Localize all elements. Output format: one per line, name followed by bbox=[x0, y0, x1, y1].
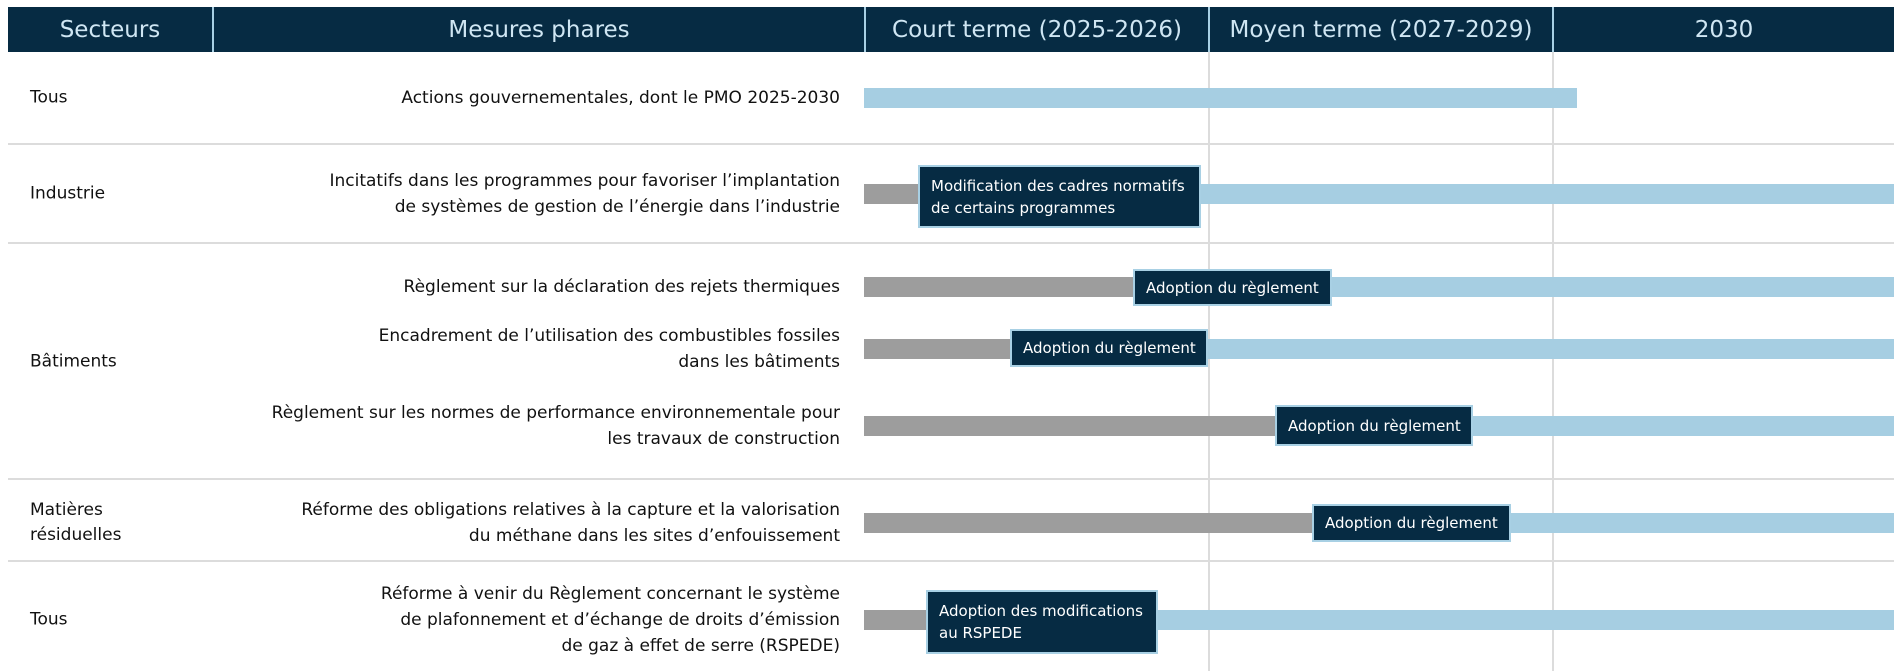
milestone-line: Adoption du règlement bbox=[1146, 278, 1319, 297]
header-cell: Court terme (2025-2026) bbox=[864, 7, 1208, 52]
measure-line: Règlement sur la déclaration des rejets … bbox=[403, 277, 840, 297]
measure-line: Actions gouvernementales, dont le PMO 20… bbox=[401, 88, 840, 108]
sector-label: Bâtiments bbox=[30, 350, 117, 375]
header-cell: Mesures phares bbox=[212, 7, 864, 52]
sector-line: Industrie bbox=[30, 183, 106, 204]
milestone-line: Adoption du règlement bbox=[1288, 416, 1461, 435]
milestone-box: Adoption du règlement bbox=[1010, 329, 1208, 367]
measure-line: Règlement sur les normes de performance … bbox=[271, 403, 840, 423]
sector-line: Tous bbox=[30, 609, 68, 630]
row-separator bbox=[8, 478, 1894, 480]
measure-label: Incitatifs dans les programmes pour favo… bbox=[329, 168, 840, 220]
implementation-bar bbox=[1158, 610, 1894, 630]
milestone-line: Adoption du règlement bbox=[1325, 514, 1498, 532]
implementation-bar bbox=[1201, 184, 1894, 204]
measure-line: Encadrement de l’utilisation des combust… bbox=[378, 326, 840, 346]
preparation-bar bbox=[864, 277, 1133, 297]
measure-label: Règlement sur la déclaration des rejets … bbox=[404, 274, 840, 300]
milestone-line: au RSPEDE bbox=[939, 624, 1022, 642]
milestone-box: Adoption du règlement bbox=[1312, 504, 1511, 542]
measure-line: dans les bâtiments bbox=[678, 352, 840, 372]
implementation-bar bbox=[1511, 513, 1894, 533]
measure-label: Encadrement de l’utilisation des combust… bbox=[379, 323, 840, 375]
sector-label: Tous bbox=[30, 608, 68, 633]
preparation-bar bbox=[864, 610, 926, 630]
measure-label: Règlement sur les normes de performance … bbox=[272, 400, 840, 452]
grid-line bbox=[1552, 52, 1554, 671]
milestone-line: Modification des cadres normatifs bbox=[931, 176, 1185, 195]
preparation-bar bbox=[864, 339, 1010, 359]
measure-line: les travaux de construction bbox=[607, 429, 840, 449]
sector-label: Industrie bbox=[30, 182, 105, 207]
measure-line: Réforme à venir du Règlement concernant … bbox=[380, 584, 840, 604]
milestone-box: Adoption du règlement bbox=[1133, 269, 1332, 306]
row-separator bbox=[8, 560, 1894, 562]
sector-line: Tous bbox=[30, 87, 68, 108]
implementation-bar bbox=[1208, 339, 1894, 359]
implementation-bar bbox=[1473, 416, 1894, 436]
milestone-box: Adoption du règlement bbox=[1275, 405, 1473, 446]
measure-label: Actions gouvernementales, dont le PMO 20… bbox=[401, 85, 840, 111]
sector-line: Matières bbox=[30, 500, 103, 520]
implementation-bar bbox=[1332, 277, 1894, 297]
milestone-line: Adoption des modifications bbox=[939, 602, 1143, 620]
header-cell: Secteurs bbox=[8, 7, 212, 52]
preparation-bar bbox=[864, 416, 1275, 436]
measure-line: de plafonnement et d’échange de droits d… bbox=[400, 610, 840, 630]
grid-line bbox=[1208, 52, 1210, 671]
milestone-box: Modification des cadres normatifs de cert… bbox=[918, 165, 1201, 228]
measure-label: Réforme des obligations relatives à la c… bbox=[301, 497, 840, 549]
sector-label: Matières résiduelles bbox=[30, 498, 121, 548]
measure-label: Réforme à venir du Règlement concernant … bbox=[381, 581, 840, 659]
milestone-box: Adoption des modifications au RSPEDE bbox=[926, 590, 1158, 654]
timeline-bar bbox=[864, 88, 1577, 108]
milestone-line: Adoption du règlement bbox=[1023, 339, 1196, 357]
row-separator bbox=[8, 242, 1894, 244]
milestone-line: de certains programmes bbox=[931, 198, 1116, 217]
measure-line: du méthane dans les sites d’enfouissemen… bbox=[468, 526, 840, 546]
header-cell: 2030 bbox=[1552, 7, 1894, 52]
measure-line: de gaz à effet de serre (RSPEDE) bbox=[561, 636, 840, 656]
preparation-bar bbox=[864, 184, 918, 204]
sector-label: Tous bbox=[30, 86, 68, 111]
measure-line: Incitatifs dans les programmes pour favo… bbox=[329, 171, 840, 191]
preparation-bar bbox=[864, 513, 1312, 533]
measure-line: Réforme des obligations relatives à la c… bbox=[301, 500, 840, 520]
sector-line: Bâtiments bbox=[30, 351, 117, 372]
row-separator bbox=[8, 143, 1894, 145]
measure-line: de systèmes de gestion de l’énergie dans… bbox=[394, 197, 840, 217]
sector-line: résiduelles bbox=[30, 525, 122, 545]
header-cell: Moyen terme (2027-2029) bbox=[1208, 7, 1552, 52]
